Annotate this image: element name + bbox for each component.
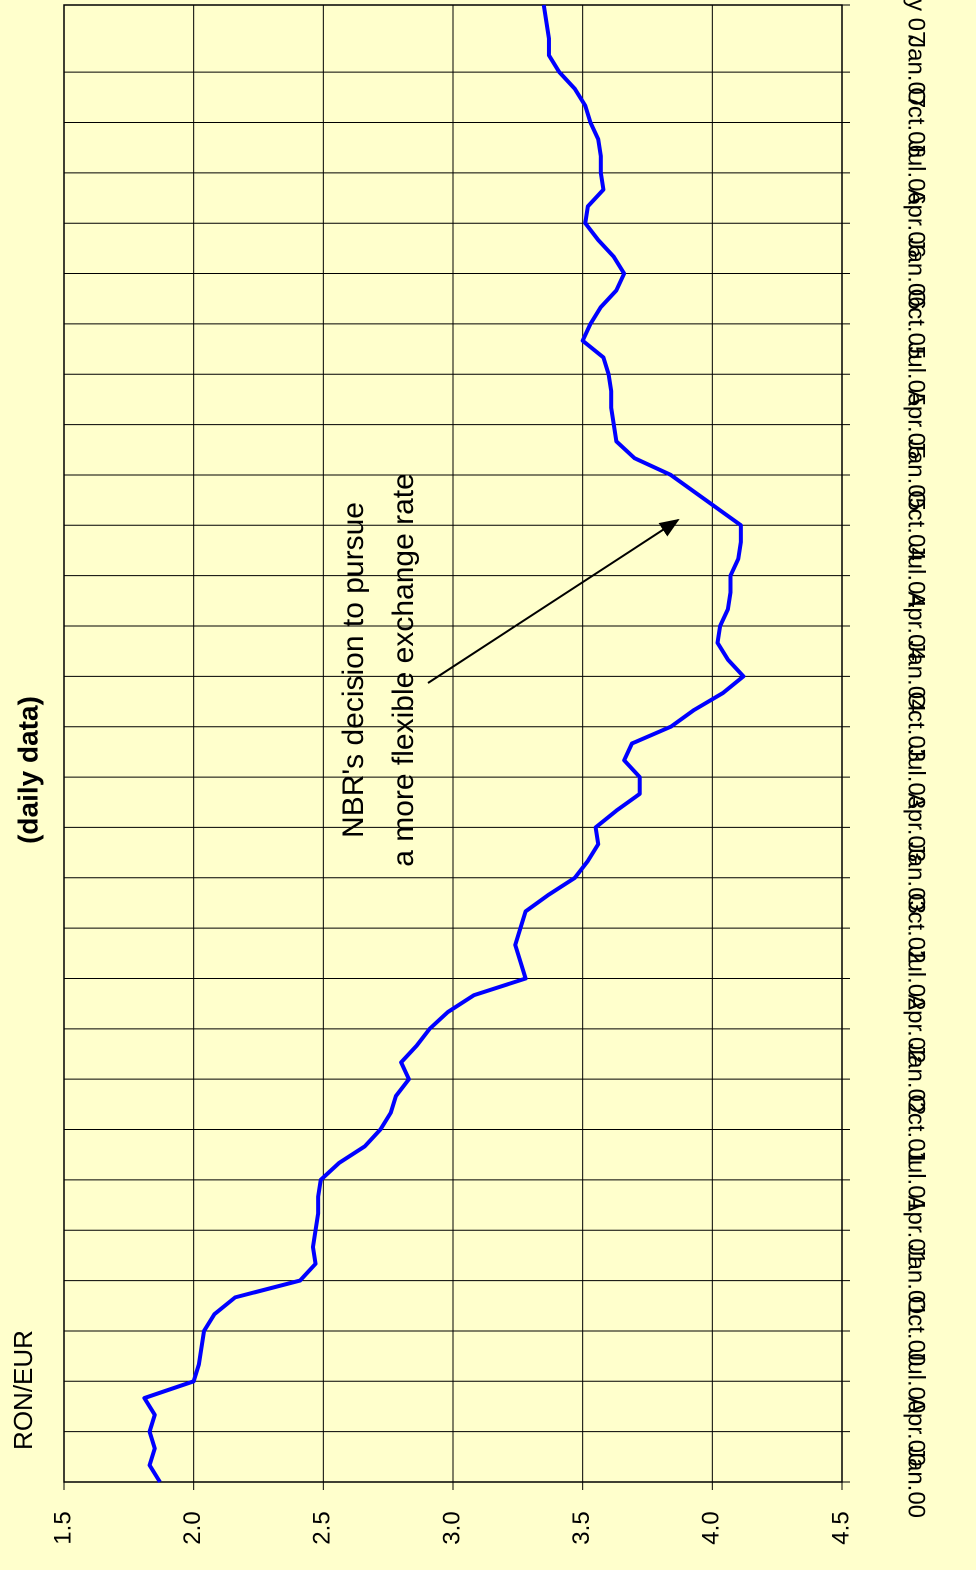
y-tick-label: 1.5	[49, 1511, 76, 1544]
y-tick-label: 3.0	[438, 1511, 465, 1544]
x-tick-label: Apr.01	[903, 1196, 930, 1265]
x-tick-label: Apr.05	[903, 390, 930, 459]
x-tick-label: Jan.00	[903, 1446, 930, 1518]
chart-title: (daily data)	[12, 696, 43, 844]
x-tick-label: Jan.04	[903, 640, 930, 712]
x-tick-label: Jul.01	[903, 1148, 930, 1212]
data-line	[142, 4, 746, 1484]
annotation-arrow	[427, 518, 680, 684]
x-tick-label: Jan.07	[903, 36, 930, 108]
y-tick-label: 3.5	[568, 1511, 595, 1544]
x-tick-label: Apr.06	[903, 188, 930, 257]
x-tick-label: Jul.03	[903, 745, 930, 809]
annotation: a more flexible exchange rate	[387, 473, 420, 867]
x-tick-label: Oct.01	[903, 1094, 930, 1165]
y-tick-label: 4.5	[827, 1511, 854, 1544]
x-tick-label: Apr.03	[903, 793, 930, 862]
annotation: NBR's decision to pursue	[337, 502, 370, 838]
x-tick-label: Jan.01	[903, 1245, 930, 1317]
x-tick-label: Jul.06	[903, 141, 930, 205]
x-tick-label: May 07	[903, 0, 930, 44]
x-tick-label: Jan.05	[903, 439, 930, 511]
y-tick-label: 4.0	[698, 1511, 725, 1544]
x-tick-label: Oct.03	[903, 691, 930, 762]
x-tick-label: Apr.02	[903, 994, 930, 1063]
x-tick-label: Oct.02	[903, 893, 930, 964]
x-tick-label: Jul.00	[903, 1349, 930, 1413]
axis-label: RON/EUR	[8, 1330, 38, 1450]
x-tick-label: Apr.04	[903, 591, 930, 660]
x-tick-label: Jan.06	[903, 238, 930, 310]
x-tick-label: Apr.00	[903, 1397, 930, 1466]
x-tick-label: Oct.00	[903, 1296, 930, 1367]
x-tick-label: Jan.03	[903, 842, 930, 914]
x-tick-label: Jul.04	[903, 544, 930, 608]
x-tick-label: Oct.06	[903, 87, 930, 158]
y-tick-label: 2.0	[179, 1511, 206, 1544]
x-tick-label: Jul.02	[903, 946, 930, 1010]
x-tick-label: Oct.04	[903, 490, 930, 561]
x-tick-label: Oct.05	[903, 289, 930, 360]
y-tick-label: 2.5	[309, 1511, 336, 1544]
x-tick-label: Jul.05	[903, 342, 930, 406]
x-tick-label: Jan.02	[903, 1043, 930, 1115]
